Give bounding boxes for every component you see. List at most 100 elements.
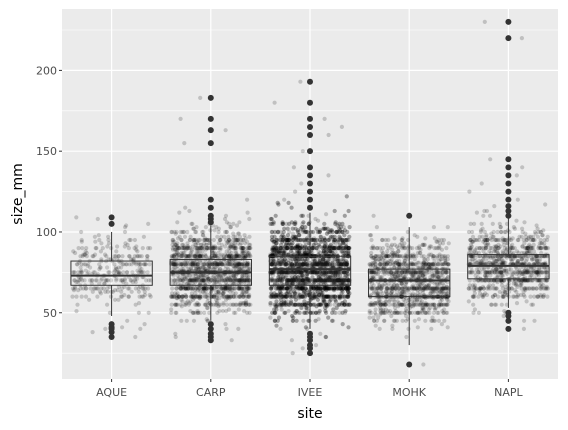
jitter-point xyxy=(178,278,184,283)
jitter-point xyxy=(247,267,252,272)
jitter-point xyxy=(214,262,219,267)
jitter-point xyxy=(236,237,241,243)
jitter-point xyxy=(121,262,126,267)
jitter-point xyxy=(178,262,183,267)
jitter-point xyxy=(187,301,192,306)
jitter-point xyxy=(192,294,197,299)
jitter-point xyxy=(145,257,150,262)
jitter-point xyxy=(189,262,194,267)
jitter-point xyxy=(75,302,80,307)
jitter-point xyxy=(214,280,219,285)
jitter-point xyxy=(79,229,84,235)
jitter-point xyxy=(204,242,209,247)
jitter-point xyxy=(224,309,229,314)
jitter-point xyxy=(198,294,203,299)
jitter-point xyxy=(189,294,195,299)
jitter-point xyxy=(169,254,174,259)
jitter-point xyxy=(346,289,351,294)
jitter-point xyxy=(276,246,281,251)
jitter-point xyxy=(221,289,226,294)
jitter-point xyxy=(202,278,207,283)
jitter-point xyxy=(79,237,84,243)
jitter-point xyxy=(229,255,234,260)
jitter-point xyxy=(327,299,332,304)
jitter-point xyxy=(96,233,101,238)
jitter-point xyxy=(216,241,221,246)
jitter-point xyxy=(93,286,98,291)
jitter-point xyxy=(245,286,250,291)
jitter-point xyxy=(340,322,345,327)
jitter-point xyxy=(78,276,84,281)
jitter-point xyxy=(193,294,198,299)
jitter-point xyxy=(236,286,241,291)
jitter-point xyxy=(189,267,194,272)
jitter-point xyxy=(235,252,240,257)
jitter-point xyxy=(280,294,285,299)
jitter-point xyxy=(135,276,140,281)
jitter-point xyxy=(141,262,146,267)
jitter-point xyxy=(194,302,199,307)
jitter-point xyxy=(191,296,197,301)
jitter-point xyxy=(83,249,88,254)
jitter-point xyxy=(140,286,145,291)
jitter-point xyxy=(201,229,206,235)
jitter-point xyxy=(242,263,247,268)
jitter-point xyxy=(330,229,335,235)
jitter-point xyxy=(119,278,124,283)
jitter-point xyxy=(216,289,221,294)
jitter-point xyxy=(204,294,209,299)
jitter-point xyxy=(313,318,318,323)
jitter-point xyxy=(190,310,195,315)
jitter-point xyxy=(180,294,185,299)
jitter-point xyxy=(148,246,153,251)
jitter-point xyxy=(242,309,247,314)
jitter-point xyxy=(125,318,130,323)
jitter-point xyxy=(92,234,97,239)
jitter-point xyxy=(228,302,233,307)
jitter-point xyxy=(235,263,240,268)
jitter-point xyxy=(129,262,134,267)
jitter-point xyxy=(187,237,193,243)
jitter-point xyxy=(90,254,95,259)
jitter-point xyxy=(224,294,229,299)
jitter-point xyxy=(229,254,234,259)
jitter-point xyxy=(227,221,232,226)
jitter-point xyxy=(122,292,127,298)
jitter-point xyxy=(206,276,211,281)
jitter-point xyxy=(136,262,141,267)
jitter-point xyxy=(209,278,214,283)
jitter-point xyxy=(94,286,99,291)
jitter-point xyxy=(272,310,277,315)
jitter-point xyxy=(94,278,99,283)
jitter-point xyxy=(242,255,247,260)
jitter-point xyxy=(114,267,120,272)
jitter-point xyxy=(202,310,207,315)
jitter-point xyxy=(131,260,136,265)
jitter-point xyxy=(245,262,250,267)
jitter-point xyxy=(77,278,82,283)
jitter-point xyxy=(126,294,131,299)
jitter-point xyxy=(77,260,82,265)
jitter-point xyxy=(196,310,201,315)
jitter-point xyxy=(183,254,189,259)
jitter-point xyxy=(124,223,129,228)
jitter-point xyxy=(183,286,188,291)
jitter-point xyxy=(304,229,309,235)
jitter-point xyxy=(231,231,236,236)
jitter-point xyxy=(225,288,230,293)
jitter-point xyxy=(244,239,250,244)
jitter-point xyxy=(133,286,138,291)
jitter-point xyxy=(140,246,145,251)
jitter-point xyxy=(299,305,304,310)
jitter-point xyxy=(276,315,282,320)
jitter-point xyxy=(83,252,88,257)
jitter-point xyxy=(224,241,229,246)
jitter-point xyxy=(206,286,211,291)
jitter-point xyxy=(238,301,243,306)
jitter-point xyxy=(302,302,307,307)
jitter-point xyxy=(196,288,201,293)
jitter-point xyxy=(141,294,146,299)
jitter-point xyxy=(172,294,177,299)
jitter-point xyxy=(188,309,193,314)
jitter-point xyxy=(218,260,223,265)
